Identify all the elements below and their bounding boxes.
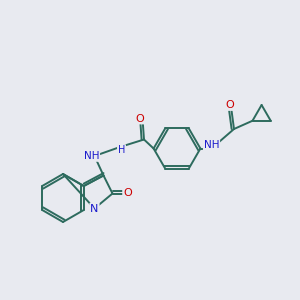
Text: NH: NH bbox=[84, 151, 99, 161]
Text: NH: NH bbox=[204, 140, 219, 150]
Text: O: O bbox=[225, 100, 234, 110]
Text: N: N bbox=[90, 203, 99, 214]
Text: O: O bbox=[135, 113, 144, 124]
Text: H: H bbox=[118, 145, 125, 155]
Text: O: O bbox=[123, 188, 132, 199]
